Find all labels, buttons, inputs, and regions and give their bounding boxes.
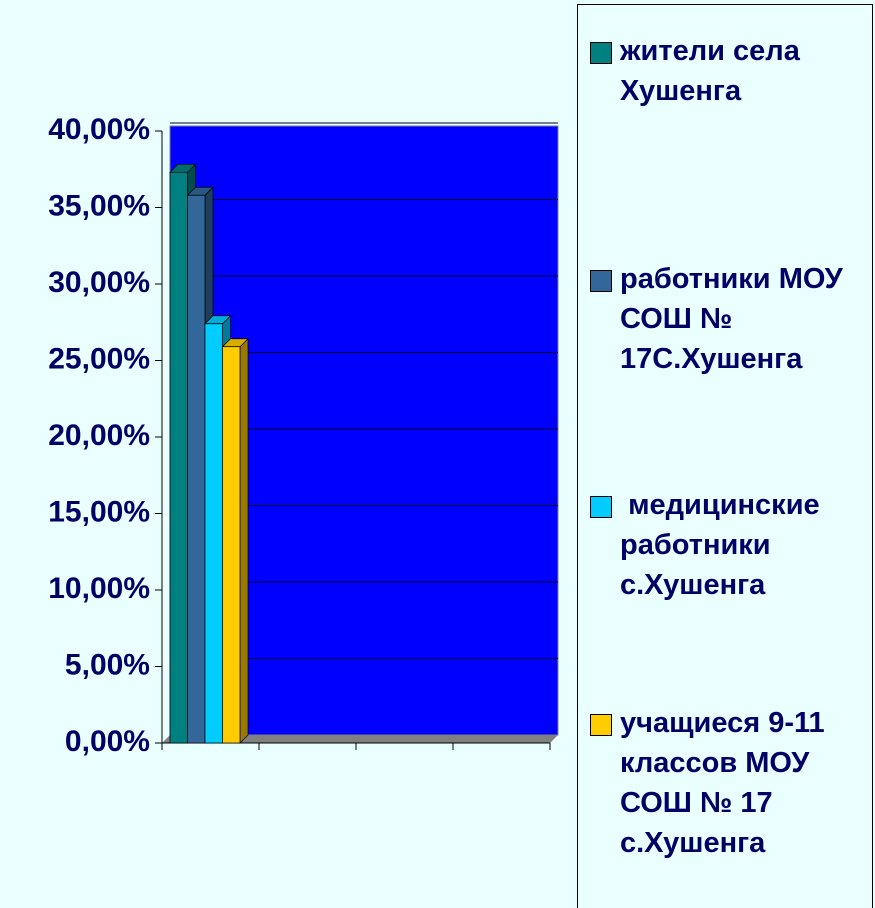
legend-swatch bbox=[590, 714, 612, 736]
legend-entry: работники МОУ СОШ № 17С.Хушенга bbox=[590, 259, 865, 379]
bar bbox=[169, 171, 188, 744]
legend: жители села Хушенга работники МОУ СОШ № 1… bbox=[577, 4, 873, 908]
y-tick-label: 30,00% bbox=[48, 266, 150, 299]
legend-swatch bbox=[590, 496, 612, 518]
legend-swatch bbox=[590, 42, 612, 64]
floor bbox=[162, 735, 558, 743]
legend-entry: учащиеся 9-11 классов МОУ СОШ № 17 с.Хуш… bbox=[590, 703, 865, 863]
bar bbox=[222, 346, 241, 744]
bar bbox=[187, 194, 206, 744]
y-tick-label: 10,00% bbox=[48, 572, 150, 605]
bar bbox=[204, 323, 223, 744]
y-tick-label: 5,00% bbox=[65, 648, 150, 681]
legend-entry: медицинские работники с.Хушенга bbox=[590, 485, 865, 605]
y-tick-label: 15,00% bbox=[48, 495, 150, 528]
legend-swatch bbox=[590, 270, 612, 292]
legend-label: жители села Хушенга bbox=[620, 35, 808, 107]
y-tick-label: 0,00% bbox=[65, 725, 150, 758]
legend-entry: жители села Хушенга bbox=[590, 31, 865, 111]
legend-label: работники МОУ СОШ № 17С.Хушенга bbox=[620, 263, 851, 375]
y-tick-label: 20,00% bbox=[48, 419, 150, 452]
y-tick-label: 35,00% bbox=[48, 189, 150, 222]
legend-label: учащиеся 9-11 классов МОУ СОШ № 17 с.Хуш… bbox=[620, 707, 833, 859]
chart: 0,00% 5,00% 10,00% 15,00% 20,00% 25,00% 30,00%… bbox=[48, 113, 559, 758]
legend-label: медицинские работники с.Хушенга bbox=[620, 489, 828, 601]
bar-side bbox=[239, 337, 249, 744]
y-tick-label: 25,00% bbox=[48, 342, 150, 375]
y-tick-label: 40,00% bbox=[48, 113, 150, 146]
